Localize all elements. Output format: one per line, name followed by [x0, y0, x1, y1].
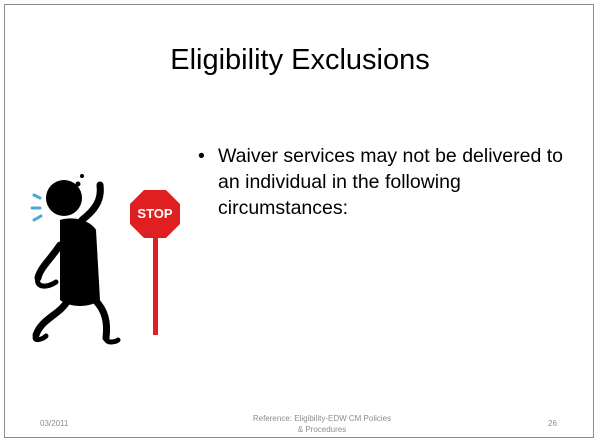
- slide-frame: [4, 4, 594, 438]
- sign-text: STOP: [137, 206, 172, 221]
- sign-pole: [153, 215, 158, 335]
- bullet-marker: •: [198, 145, 205, 167]
- bullet-item: • Waiver services may not be delivered t…: [198, 143, 578, 221]
- slide-title: Eligibility Exclusions: [170, 44, 430, 76]
- stop-sign: [130, 190, 180, 238]
- figure-body: [60, 218, 100, 306]
- bullet-text: Waiver services may not be delivered to …: [218, 145, 564, 219]
- page-number: 26: [548, 419, 557, 428]
- clipart: STOP: [30, 174, 180, 345]
- figure-head: [46, 180, 82, 216]
- figure-dot: [80, 174, 84, 178]
- footer-reference: Reference: Eligibility-EDW CM Policies &…: [252, 414, 392, 434]
- figure-dot: [75, 181, 81, 187]
- footer-date: 03/2011: [40, 419, 69, 428]
- figure: [30, 181, 121, 345]
